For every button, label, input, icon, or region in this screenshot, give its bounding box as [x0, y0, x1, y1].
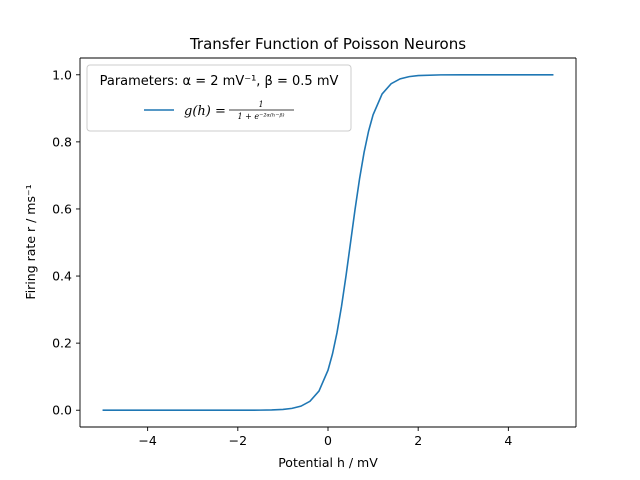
x-tick-label: 2 — [414, 433, 422, 448]
y-tick-label: 0.2 — [52, 336, 72, 351]
x-tick-label: 0 — [324, 433, 332, 448]
y-axis-label: Firing rate r / ms⁻¹ — [23, 184, 38, 299]
legend-entry-denominator: 1 + e⁻²ᵅ⁽ʰ⁻ᵝ⁾ — [238, 112, 285, 121]
y-tick-label: 0.8 — [52, 134, 72, 149]
chart-title: Transfer Function of Poisson Neurons — [189, 35, 466, 53]
x-axis-ticks: −4 −2 0 2 4 — [138, 427, 512, 448]
series-line — [102, 73, 554, 412]
legend-frame — [86, 64, 352, 132]
x-tick-label: −4 — [138, 433, 156, 448]
legend-title: Parameters: α = 2 mV⁻¹, β = 0.5 mV — [100, 74, 339, 89]
x-axis-label: Potential h / mV — [278, 455, 378, 470]
y-tick-label: 0.6 — [52, 201, 72, 216]
legend: Parameters: α = 2 mV⁻¹, β = 0.5 mV g(h) … — [86, 64, 352, 132]
y-tick-label: 1.0 — [52, 67, 72, 82]
y-tick-label: 0.4 — [52, 269, 72, 284]
y-tick-label: 0.0 — [52, 403, 72, 418]
legend-entry-lhs: g(h) = — [184, 104, 226, 119]
y-axis-ticks: 0.0 0.2 0.4 0.6 0.8 1.0 — [52, 67, 80, 418]
x-tick-label: −2 — [229, 433, 247, 448]
legend-entry-numerator: 1 — [258, 100, 263, 109]
x-tick-label: 4 — [504, 433, 512, 448]
